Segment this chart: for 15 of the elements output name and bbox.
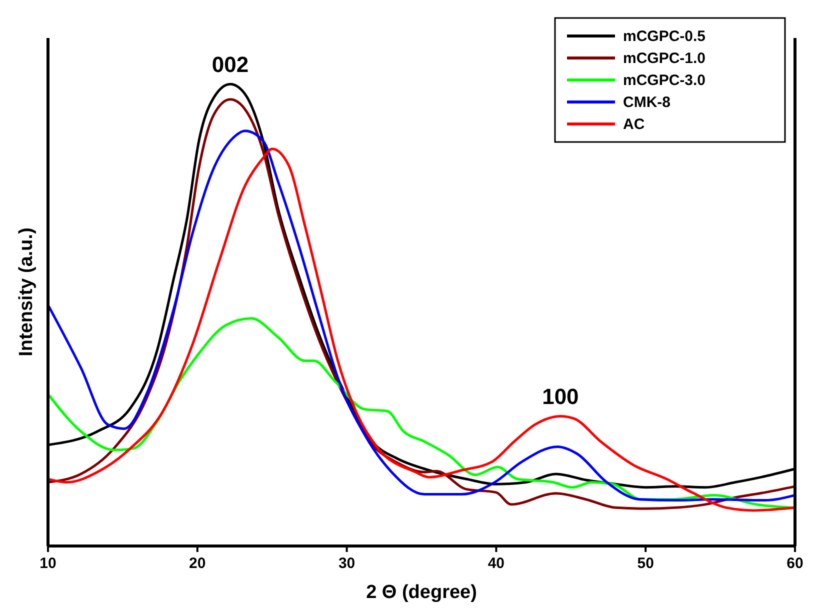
x-tick-label: 30 [338, 555, 356, 572]
y-axis-title: Intensity (a.u.) [16, 228, 37, 356]
legend-label: AC [623, 116, 645, 133]
legend-label: CMK-8 [623, 94, 670, 111]
x-tick-label: 50 [637, 555, 654, 572]
x-tick-label: 60 [786, 555, 804, 572]
annotation: 002 [212, 52, 249, 78]
x-axis-title: 2 Θ (degree) [366, 582, 477, 603]
legend-label: mCGPC-1.0 [623, 50, 706, 67]
legend-label: mCGPC-0.5 [623, 28, 706, 45]
annotation: 100 [542, 384, 579, 410]
x-tick-label: 40 [488, 555, 505, 572]
legend-label: mCGPC-3.0 [623, 72, 706, 89]
x-tick-label: 20 [189, 555, 206, 572]
x-tick-label: 10 [40, 555, 56, 572]
